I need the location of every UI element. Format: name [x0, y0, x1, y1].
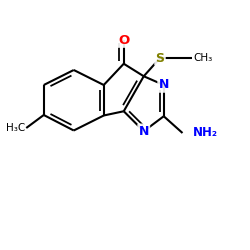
Text: CH₃: CH₃ [193, 53, 212, 63]
Text: O: O [118, 34, 130, 46]
Text: N: N [158, 78, 169, 92]
Text: N: N [138, 125, 149, 138]
Text: S: S [156, 52, 164, 64]
Text: H₃C: H₃C [6, 123, 25, 133]
Text: NH₂: NH₂ [192, 126, 218, 140]
